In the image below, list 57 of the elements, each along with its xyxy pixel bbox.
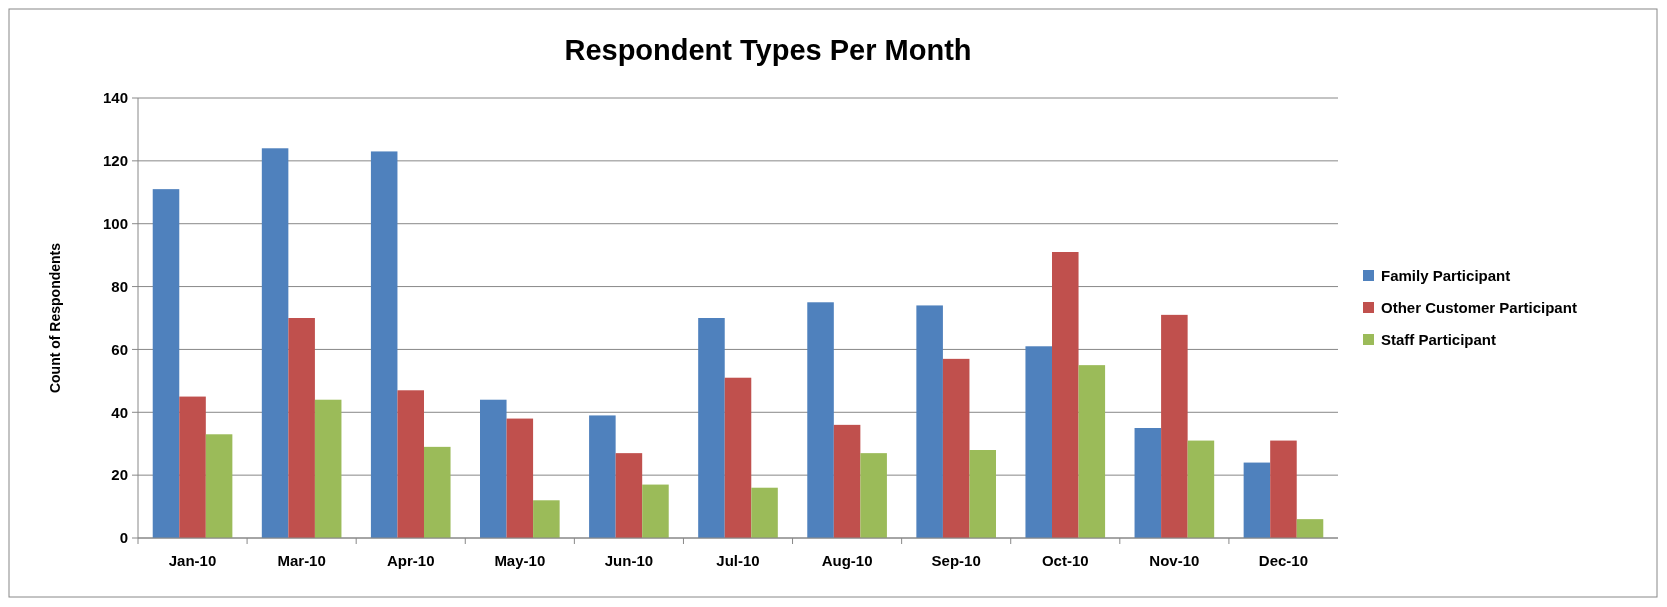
bar bbox=[642, 484, 669, 538]
bar bbox=[480, 399, 507, 538]
x-tick-label: Mar-10 bbox=[277, 552, 326, 569]
bar bbox=[807, 302, 834, 538]
y-tick-label: 20 bbox=[111, 466, 128, 484]
x-tick-label: Nov-10 bbox=[1149, 552, 1200, 569]
bar bbox=[589, 415, 616, 538]
bar bbox=[397, 390, 424, 538]
bar bbox=[314, 399, 342, 538]
bar bbox=[1078, 365, 1106, 538]
y-tick-label: 80 bbox=[111, 277, 128, 295]
bar bbox=[1052, 252, 1079, 538]
x-tick-label: Sep-10 bbox=[931, 552, 981, 569]
bar bbox=[698, 318, 725, 538]
bar bbox=[833, 424, 861, 538]
bar bbox=[370, 151, 398, 538]
y-tick-label: 140 bbox=[102, 89, 128, 107]
bar bbox=[751, 487, 778, 538]
y-tick-label: 60 bbox=[111, 340, 128, 358]
y-axis-title: Count of Respondents bbox=[47, 242, 63, 394]
y-tick-label: 40 bbox=[111, 403, 128, 421]
y-tick-label: 120 bbox=[102, 152, 128, 170]
x-tick-label: Dec-10 bbox=[1258, 552, 1309, 569]
chart-title: Respondent Types Per Month bbox=[564, 34, 972, 66]
legend-label: Staff Participant bbox=[1381, 331, 1497, 349]
bar bbox=[615, 453, 643, 538]
bar bbox=[424, 446, 451, 538]
x-tick-label: Jul-10 bbox=[716, 552, 760, 569]
bar bbox=[261, 148, 289, 538]
bar bbox=[152, 189, 180, 538]
bar bbox=[1187, 440, 1215, 538]
bar bbox=[942, 358, 970, 538]
bar bbox=[1296, 519, 1324, 538]
bar bbox=[916, 305, 943, 538]
bar bbox=[179, 396, 206, 538]
bar bbox=[288, 318, 315, 538]
x-tick-label: Aug-10 bbox=[821, 552, 873, 569]
bar bbox=[533, 500, 560, 538]
bar bbox=[969, 450, 996, 538]
bar bbox=[1243, 462, 1271, 538]
legend-label: Family Participant bbox=[1381, 267, 1511, 285]
bar bbox=[724, 377, 752, 538]
bar bbox=[1161, 314, 1188, 538]
x-tick-label: May-10 bbox=[494, 552, 546, 569]
bar bbox=[1270, 440, 1297, 538]
bar bbox=[1025, 346, 1052, 538]
y-tick-label: 0 bbox=[119, 529, 128, 547]
y-tick-label: 100 bbox=[102, 214, 128, 232]
bar bbox=[506, 418, 534, 538]
x-tick-label: Jun-10 bbox=[604, 552, 654, 569]
x-tick-label: Oct-10 bbox=[1041, 552, 1089, 569]
legend-label: Other Customer Participant bbox=[1381, 299, 1577, 317]
bar bbox=[1134, 428, 1162, 538]
x-tick-label: Jan-10 bbox=[168, 552, 217, 569]
x-tick-label: Apr-10 bbox=[386, 552, 435, 569]
bar bbox=[205, 434, 233, 538]
bar bbox=[860, 453, 887, 538]
